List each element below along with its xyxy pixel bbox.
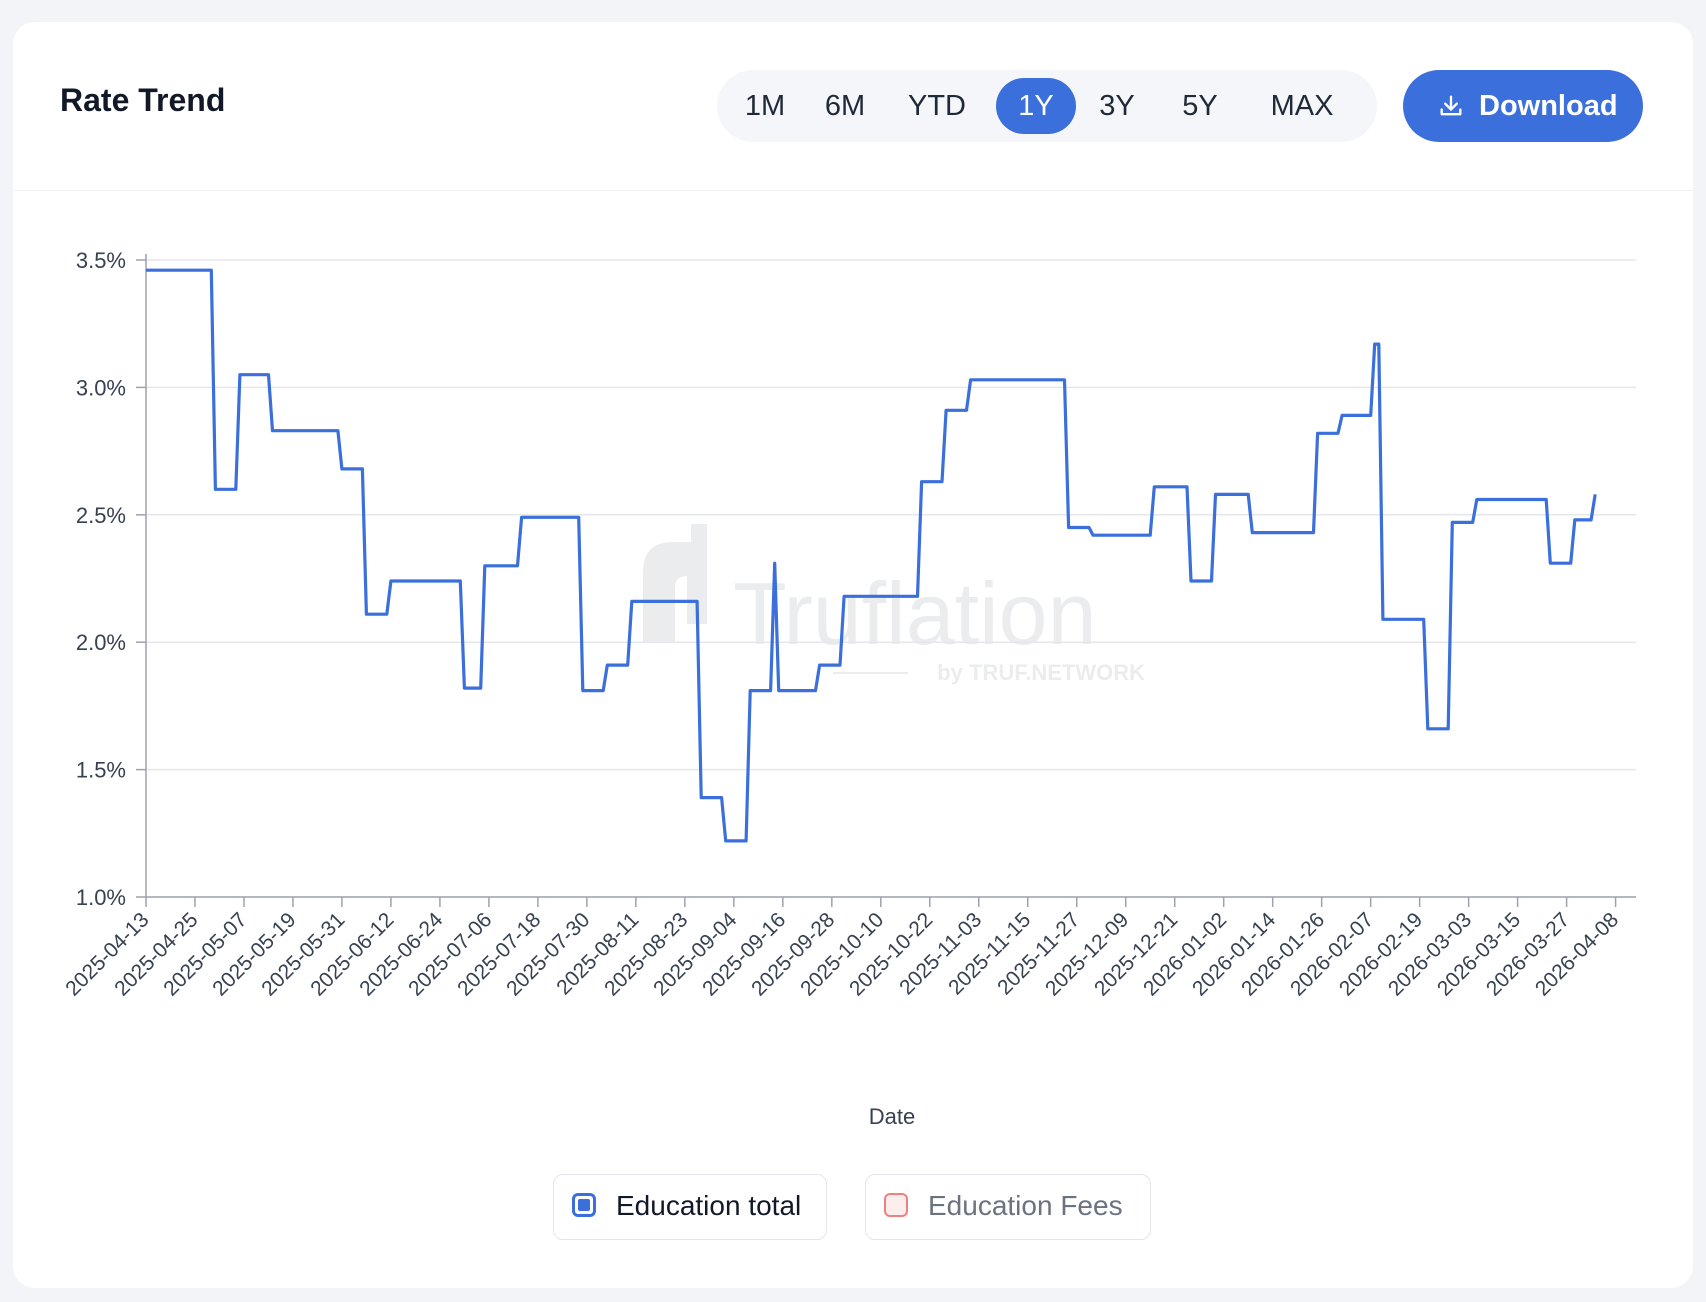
truflation-logo-icon — [643, 524, 707, 642]
range-5y-button[interactable]: 5Y — [1182, 90, 1218, 122]
legend-swatch-education-total — [572, 1193, 596, 1217]
y-tick-label: 3.0% — [76, 375, 126, 400]
card-header: Rate Trend 1M 6M YTD 1Y 3Y 5Y MAX Downlo… — [13, 22, 1693, 191]
y-tick-label: 2.5% — [76, 503, 126, 528]
page-title: Rate Trend — [60, 82, 226, 118]
download-button[interactable]: Download — [1403, 70, 1643, 142]
time-range-selector: 1M 6M YTD 1Y 3Y 5Y MAX — [717, 70, 1377, 142]
watermark-sub: by TRUF.NETWORK — [937, 660, 1145, 685]
y-tick-label: 1.5% — [76, 758, 126, 783]
x-axis-label: Date — [869, 1104, 915, 1129]
x-axis: 2025-04-132025-04-252025-05-072025-05-19… — [61, 896, 1636, 1000]
y-tick-label: 2.0% — [76, 630, 126, 655]
y-tick-label: 3.5% — [76, 248, 126, 273]
range-6m-button[interactable]: 6M — [824, 90, 866, 122]
series-line-education-total — [146, 268, 1597, 843]
y-tick-label: 1.0% — [76, 885, 126, 910]
download-icon — [1440, 95, 1462, 116]
range-1y-button[interactable]: 1Y — [996, 78, 1076, 134]
range-max-button[interactable]: MAX — [1270, 90, 1334, 122]
watermark-brand: Truflation — [733, 564, 1097, 663]
legend-item-education-total[interactable]: Education total — [553, 1174, 827, 1240]
chart-card: Rate Trend 1M 6M YTD 1Y 3Y 5Y MAX Downlo… — [13, 22, 1693, 1288]
legend-label-education-total: Education total — [616, 1190, 802, 1221]
download-label: Download — [1479, 90, 1618, 122]
range-3y-button[interactable]: 3Y — [1099, 90, 1135, 122]
chart-series — [146, 268, 1597, 843]
legend-label-education-fees: Education Fees — [928, 1190, 1123, 1221]
rate-trend-chart: Truflation by TRUF.NETWORK 1.0% 1.5% 2.0% 2… — [61, 248, 1636, 1129]
range-ytd-button[interactable]: YTD — [908, 90, 966, 122]
truflation-watermark: Truflation by TRUF.NETWORK — [643, 524, 1145, 685]
legend-swatch-education-fees — [884, 1193, 908, 1217]
y-axis: 1.0% 1.5% 2.0% 2.5% 3.0% 3.5% — [76, 248, 147, 910]
range-1m-button[interactable]: 1M — [744, 90, 786, 122]
legend-item-education-fees[interactable]: Education Fees — [865, 1174, 1151, 1240]
